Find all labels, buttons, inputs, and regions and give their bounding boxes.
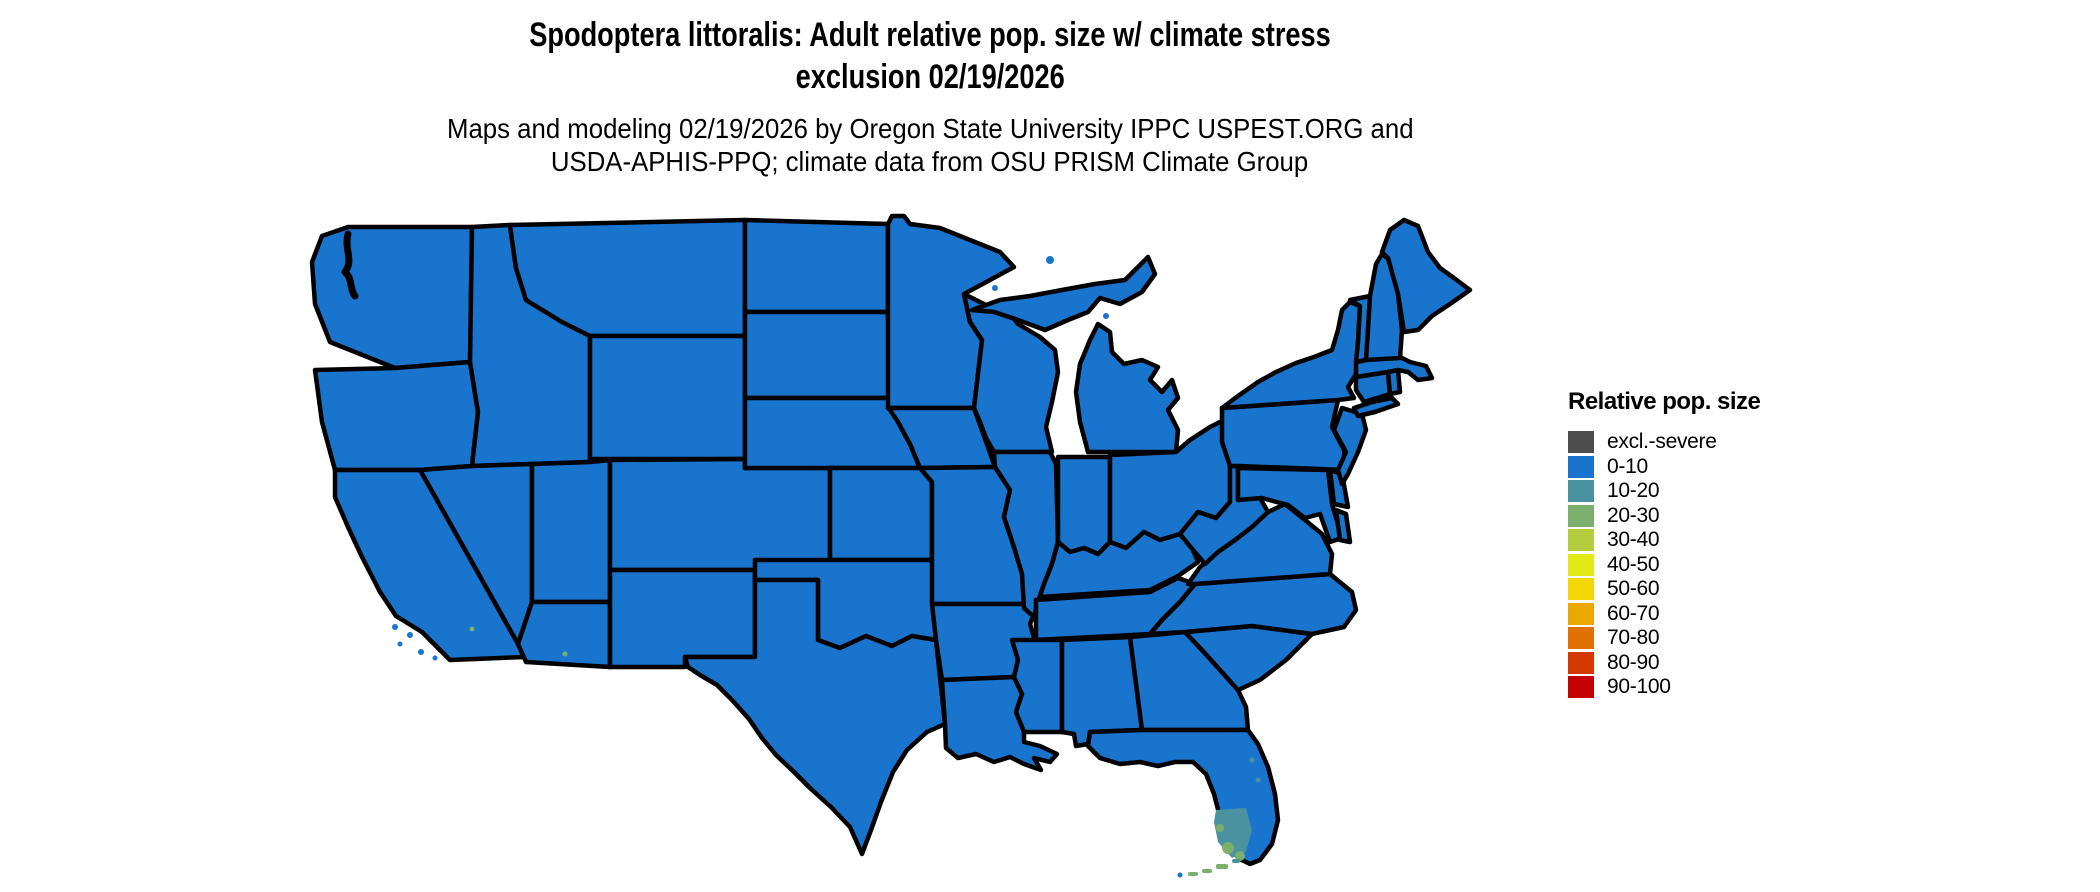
state-pennsylvania [1219,397,1349,473]
state-michigan-lower-peninsula [1073,321,1181,455]
state-indiana [1055,454,1113,557]
south-florida-green-speck [1222,842,1234,854]
channel-island [397,641,403,647]
legend-swatch [1568,504,1594,527]
legend-item: 80-90 [1568,651,1848,676]
state-kansas [827,465,935,563]
florida-keys-speck [1188,872,1198,876]
legend-item: 0-10 [1568,455,1848,480]
florida-keys-speck [1216,864,1228,869]
south-florida-green-speck [1235,851,1245,861]
legend-title: Relative pop. size [1568,388,1761,415]
florida-east-coast-speck [1249,757,1255,763]
legend-swatch [1568,480,1594,503]
legend-label: 80-90 [1607,650,1660,674]
channel-island [432,655,438,661]
legend-label: 30-40 [1607,528,1660,552]
subtitle-line-2: USDA-APHIS-PPQ; climate data from OSU PR… [551,146,1309,177]
legend-item: 30-40 [1568,528,1848,553]
legend-item: 70-80 [1568,626,1848,651]
title-block: Spodoptera littoralis: Adult relative po… [330,14,1530,178]
legend-swatch [1568,455,1594,478]
state-arizona [515,599,613,670]
legend-swatch [1568,578,1594,601]
legend-item: 40-50 [1568,553,1848,578]
socal-green-speck [469,626,475,632]
south-florida-green-speck [1216,824,1224,832]
channel-island [392,624,398,630]
legend-item: excl.-severe [1568,430,1848,455]
legend-swatch [1568,651,1594,674]
state-colorado [607,456,833,573]
florida-keys-speck [1232,859,1240,863]
legend-label: 0-10 [1607,454,1648,478]
legend-item: 20-30 [1568,504,1848,529]
florida-keys-speck [1202,869,1212,873]
state-new-mexico [607,567,758,670]
state-oregon [312,359,481,473]
arizona-green-speck [562,651,568,657]
legend-swatch [1568,602,1594,625]
subtitle-line-1: Maps and modeling 02/19/2026 by Oregon S… [446,113,1414,144]
legend-item: 10-20 [1568,479,1848,504]
state-mississippi [1009,637,1065,735]
puget-sound-inlet [341,230,359,300]
state-new-york-long-island [1351,395,1401,419]
legend-item: 90-100 [1568,675,1848,700]
state-maine [1379,217,1473,335]
legend-item: 60-70 [1568,602,1848,627]
legend-label: 50-60 [1607,577,1660,601]
legend-label: 70-80 [1607,626,1660,650]
legend-label: excl.-severe [1607,430,1717,454]
legend-item: 50-60 [1568,577,1848,602]
legend-swatch [1568,627,1594,650]
legend-label: 10-20 [1607,479,1660,503]
anomaly-specks [469,626,1261,878]
state-texas [682,577,948,857]
legend-swatch [1568,431,1594,454]
state-washington [309,224,475,371]
legend-label: 20-30 [1607,503,1660,527]
us-map [309,213,1473,878]
apostle-islands [992,285,998,291]
legend-label: 90-100 [1607,675,1671,699]
title-line-2: exclusion 02/19/2026 [795,58,1065,96]
straits-island [1103,313,1109,319]
florida-keys-blue-speck [1177,872,1183,878]
island-specks [392,256,1109,661]
state-new-york [1219,299,1363,411]
legend: Relative pop. size excl.-severe 0-10 10-… [1568,388,1848,700]
isle-royale-island [1046,256,1054,264]
channel-island [407,632,413,638]
state-utah [529,457,613,605]
state-wyoming [587,333,748,462]
state-california [332,467,527,663]
state-north-carolina [1147,571,1359,637]
state-michigan-upper-peninsula [969,254,1158,333]
legend-swatch [1568,676,1594,699]
florida-east-coast-speck [1255,777,1261,783]
state-south-dakota [742,309,893,401]
state-north-dakota [742,217,891,315]
legend-label: 60-70 [1607,601,1660,625]
legend-items: excl.-severe 0-10 10-20 20-30 30-40 40-5… [1568,430,1848,700]
legend-swatch [1568,529,1594,552]
legend-swatch [1568,553,1594,576]
states [309,213,1473,867]
title-line-1: Spodoptera littoralis: Adult relative po… [529,16,1331,54]
state-virginia-eastern-shore [1333,507,1353,545]
state-florida [1085,727,1281,867]
channel-island [418,649,424,655]
legend-label: 40-50 [1607,552,1660,576]
page-subtitle: Maps and modeling 02/19/2026 by Oregon S… [330,112,1530,178]
page-title: Spodoptera littoralis: Adult relative po… [330,14,1530,98]
state-new-jersey [1331,405,1369,487]
